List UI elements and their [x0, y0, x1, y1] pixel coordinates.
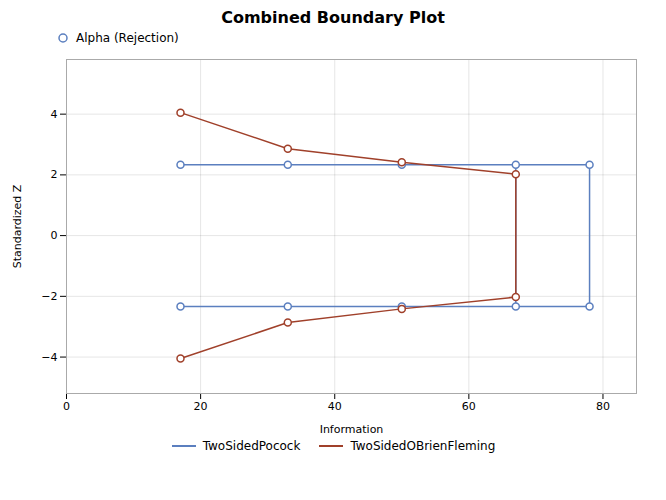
svg-text:80: 80: [596, 400, 610, 413]
html-text:TwoSidedOBrienFleming: TwoSidedOBrienFleming: [350, 439, 496, 453]
svg-text:2: 2: [51, 168, 58, 181]
html-text:TwoSidedPocock: TwoSidedPocock: [202, 439, 301, 453]
svg-text:60: 60: [462, 400, 476, 413]
html-text:Combined Boundary Plot: Combined Boundary Plot: [221, 8, 445, 27]
svg-text:20: 20: [194, 400, 208, 413]
svg-text:−4: −4: [41, 351, 57, 364]
svg-text:−2: −2: [41, 290, 57, 303]
svg-text:4: 4: [51, 108, 58, 121]
svg-text:0: 0: [51, 229, 58, 242]
svg-text:Standardized Z: Standardized Z: [11, 184, 24, 268]
svg-text:40: 40: [328, 400, 342, 413]
svg-text:0: 0: [63, 400, 70, 413]
svg-text:Information: Information: [320, 423, 384, 436]
html-text:Alpha (Rejection): Alpha (Rejection): [76, 31, 179, 45]
